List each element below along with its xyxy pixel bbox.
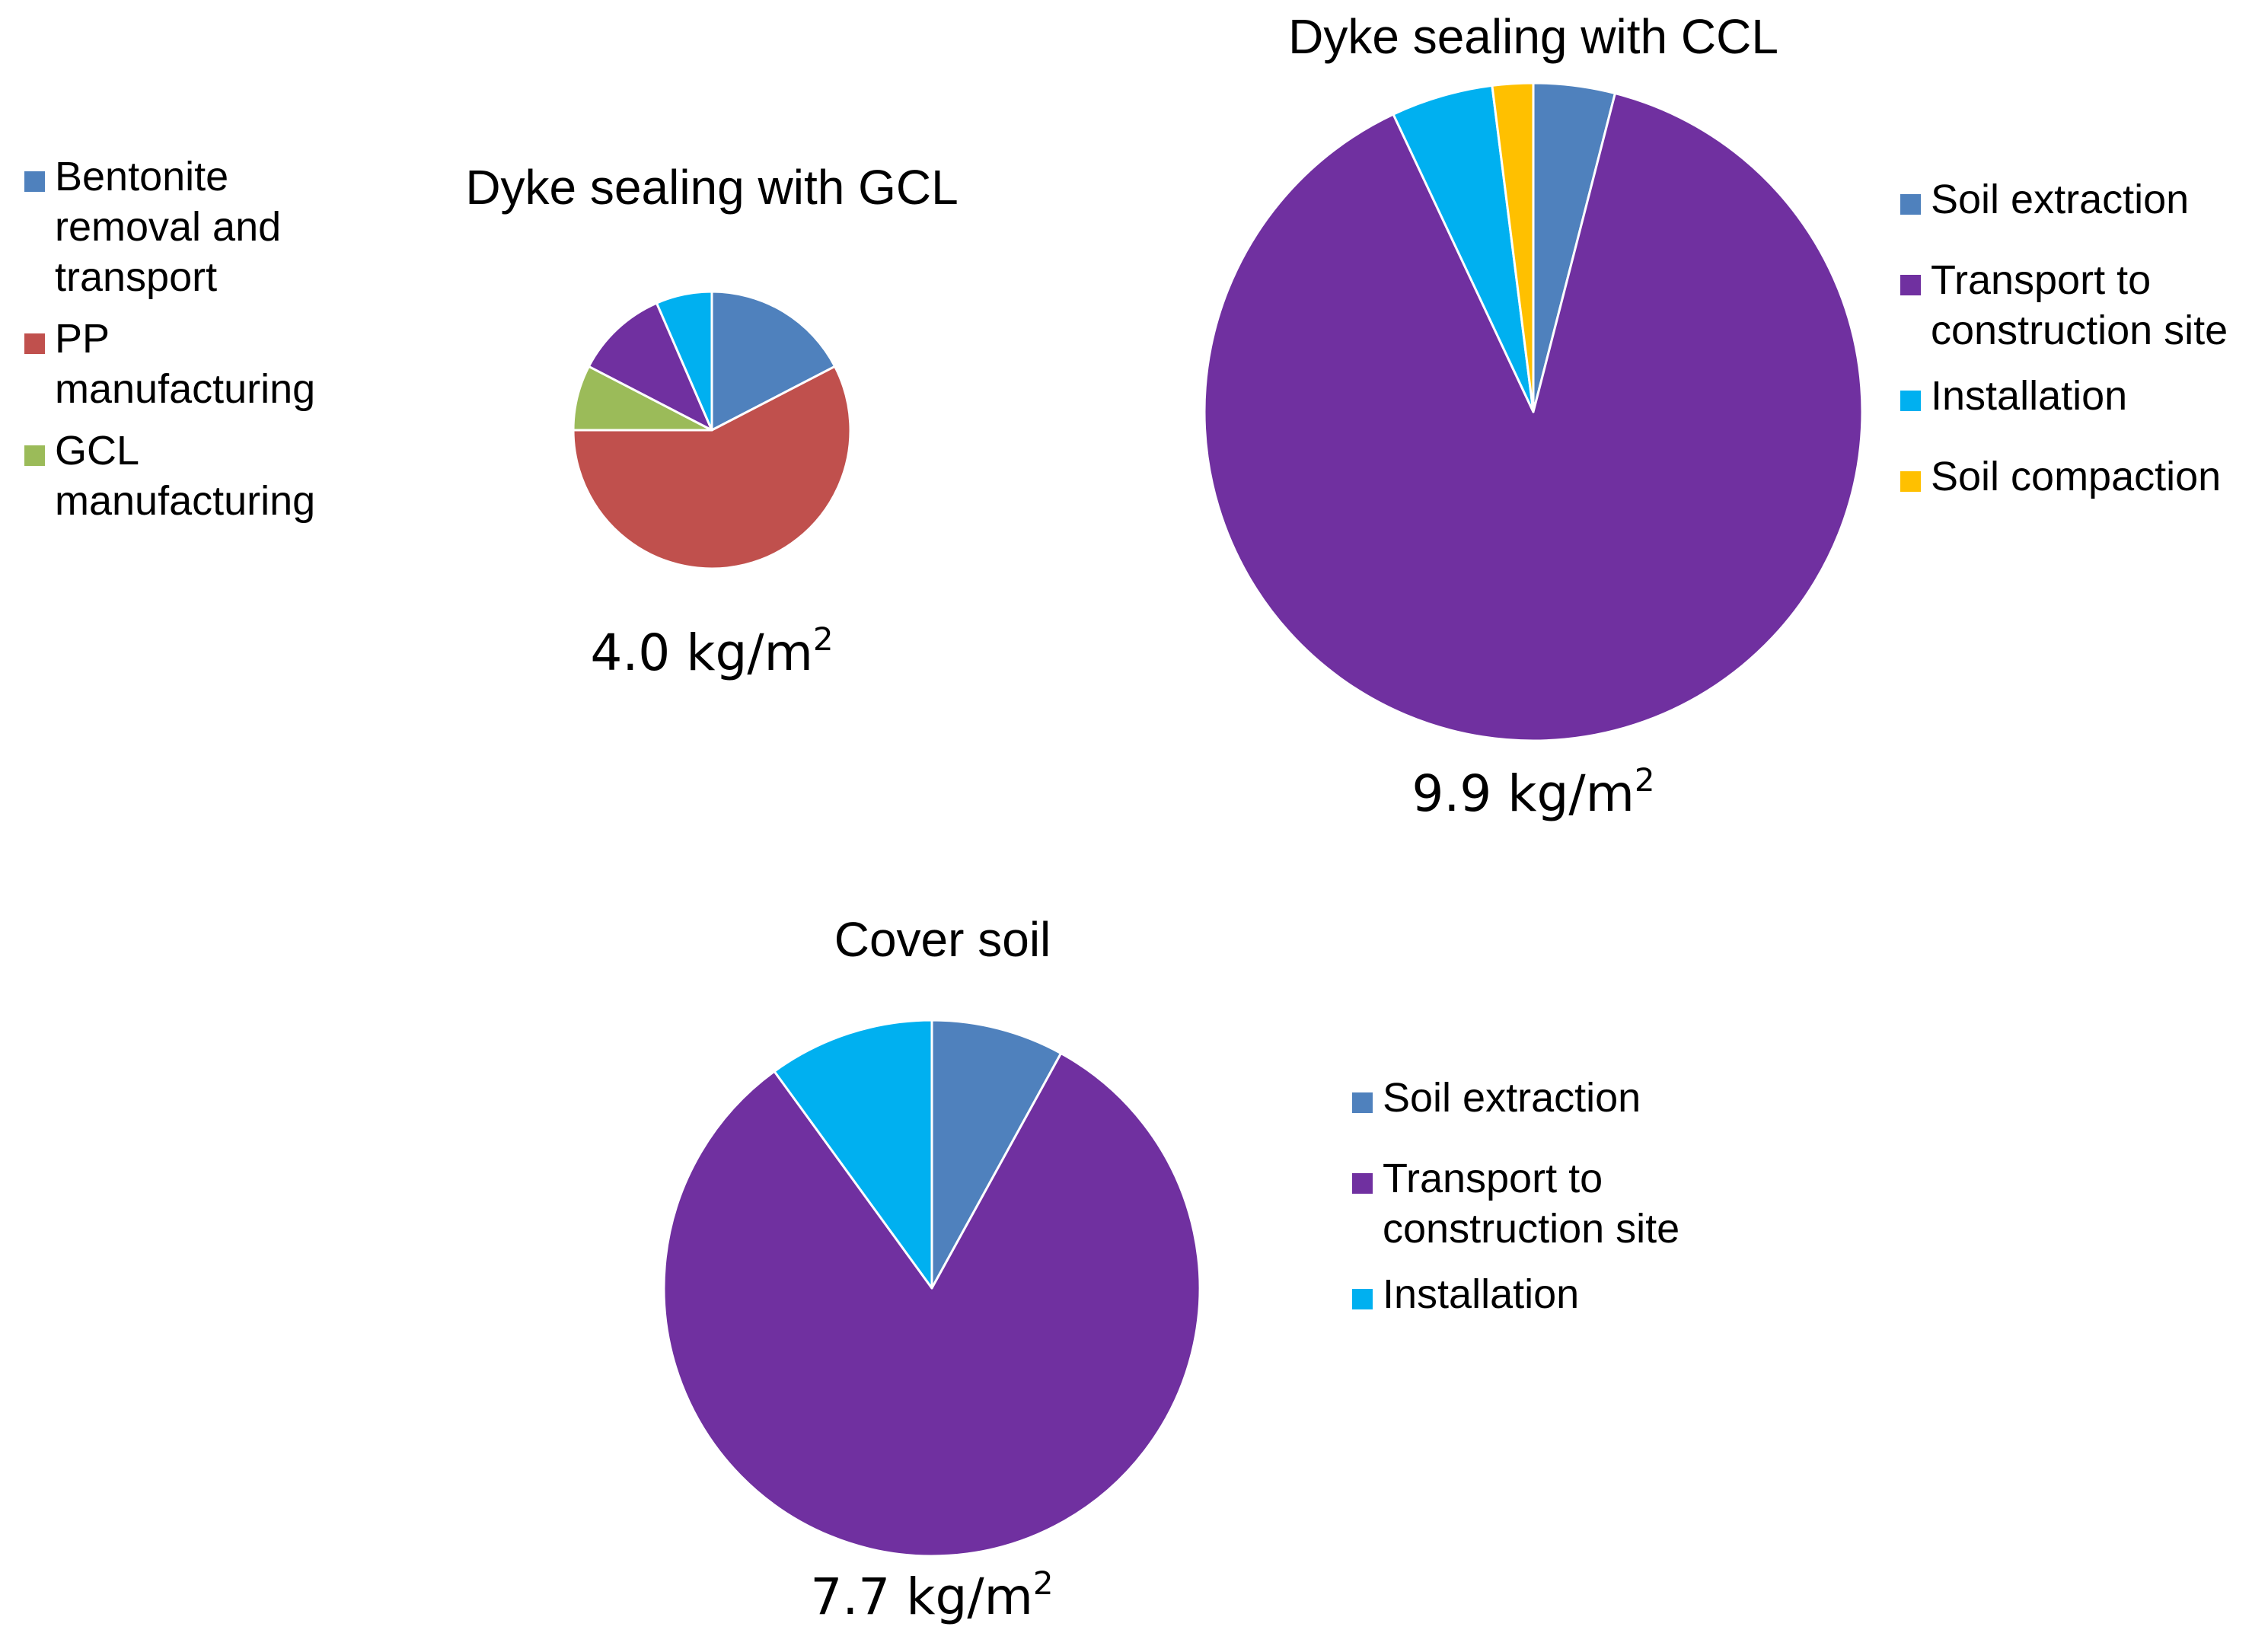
- legend-label: Bentonite: [55, 154, 228, 199]
- legend-label: PP: [55, 316, 110, 362]
- pie-slice-soil-compaction: [1491, 81, 1535, 413]
- chart-legend: Soil extraction Transport to construction …: [1352, 1075, 1679, 1317]
- legend-swatch: [1352, 1289, 1373, 1309]
- chart-total-label: 4.0 kg/m2: [590, 620, 833, 682]
- legend-label: GCL: [55, 428, 139, 474]
- legend-item: Installation: [1900, 373, 2127, 419]
- legend-item: Soil compaction: [1900, 454, 2221, 499]
- pie-slice-transport-to-construction-site: [587, 301, 713, 432]
- legend-label: transport: [55, 254, 217, 300]
- total-value: 7.7 kg/m: [810, 1568, 1033, 1626]
- legend-item: Transport to construction site: [1900, 257, 2228, 353]
- legend-label: removal and: [55, 204, 281, 250]
- legend-item: Soil extraction: [1900, 177, 2189, 222]
- pie-slice-pp-manufacturing: [572, 365, 852, 570]
- legend-label: Transport to: [1383, 1156, 1603, 1201]
- legend-swatch: [1352, 1092, 1373, 1113]
- chart-title: Cover soil: [834, 912, 1051, 967]
- pie-slice-bentonite-removal-and-transport: [710, 290, 837, 432]
- chart-title: Dyke sealing with CCL: [1288, 9, 1778, 64]
- chart-legend: Soil extraction Transport to construction …: [1900, 177, 2228, 499]
- legend-label: construction site: [1383, 1206, 1679, 1252]
- legend-label: Installation: [1383, 1271, 1579, 1317]
- chart-gcl: Dyke sealing with GCL 4.0 kg/m2 Bentonite r…: [24, 154, 959, 682]
- legend-label: Soil extraction: [1383, 1075, 1641, 1121]
- legend-item: Transport to construction site: [1352, 1156, 1679, 1252]
- chart-cover: Cover soil 7.7 kg/m2 Soil extraction Transp…: [662, 912, 1679, 1626]
- legend-swatch: [1900, 391, 1921, 411]
- chart-title: Dyke sealing with GCL: [465, 160, 958, 215]
- total-unit-superscript: 2: [1033, 1564, 1054, 1602]
- pie-slice-transport-to-construction-site: [1203, 92, 1864, 742]
- legend-swatch: [1352, 1173, 1373, 1194]
- legend-swatch: [1900, 275, 1921, 295]
- chart-total-label: 9.9 kg/m2: [1412, 761, 1654, 823]
- legend-swatch: [1900, 194, 1921, 215]
- legend-item: Installation: [1352, 1271, 1579, 1317]
- legend-label: Transport to: [1931, 257, 2151, 303]
- chart-ccl: Dyke sealing with CCL 9.9 kg/m2 Soil extra…: [1203, 9, 2228, 823]
- legend-label: manufacturing: [55, 366, 315, 412]
- legend-swatch: [24, 333, 45, 354]
- total-value: 9.9 kg/m: [1412, 764, 1635, 823]
- legend-swatch: [24, 445, 45, 466]
- legend-label: Soil compaction: [1931, 454, 2221, 499]
- pie-slice-transport-to-construction-site: [662, 1052, 1201, 1558]
- pie-slice-installation: [655, 290, 713, 432]
- total-value: 4.0 kg/m: [590, 624, 813, 682]
- legend-label: manufacturing: [55, 478, 315, 524]
- legend-label: construction site: [1931, 308, 2228, 353]
- legend-swatch: [1900, 471, 1921, 492]
- legend-swatch: [24, 171, 45, 192]
- total-unit-superscript: 2: [1635, 761, 1655, 799]
- legend-label: Installation: [1931, 373, 2127, 419]
- chart-total-label: 7.7 kg/m2: [810, 1564, 1053, 1626]
- total-unit-superscript: 2: [813, 620, 834, 658]
- pie-slice-installation: [773, 1019, 933, 1290]
- legend-item: Soil extraction: [1352, 1075, 1641, 1121]
- legend-label: Soil extraction: [1931, 177, 2189, 222]
- pie-slice-soil-extraction: [930, 1019, 1063, 1290]
